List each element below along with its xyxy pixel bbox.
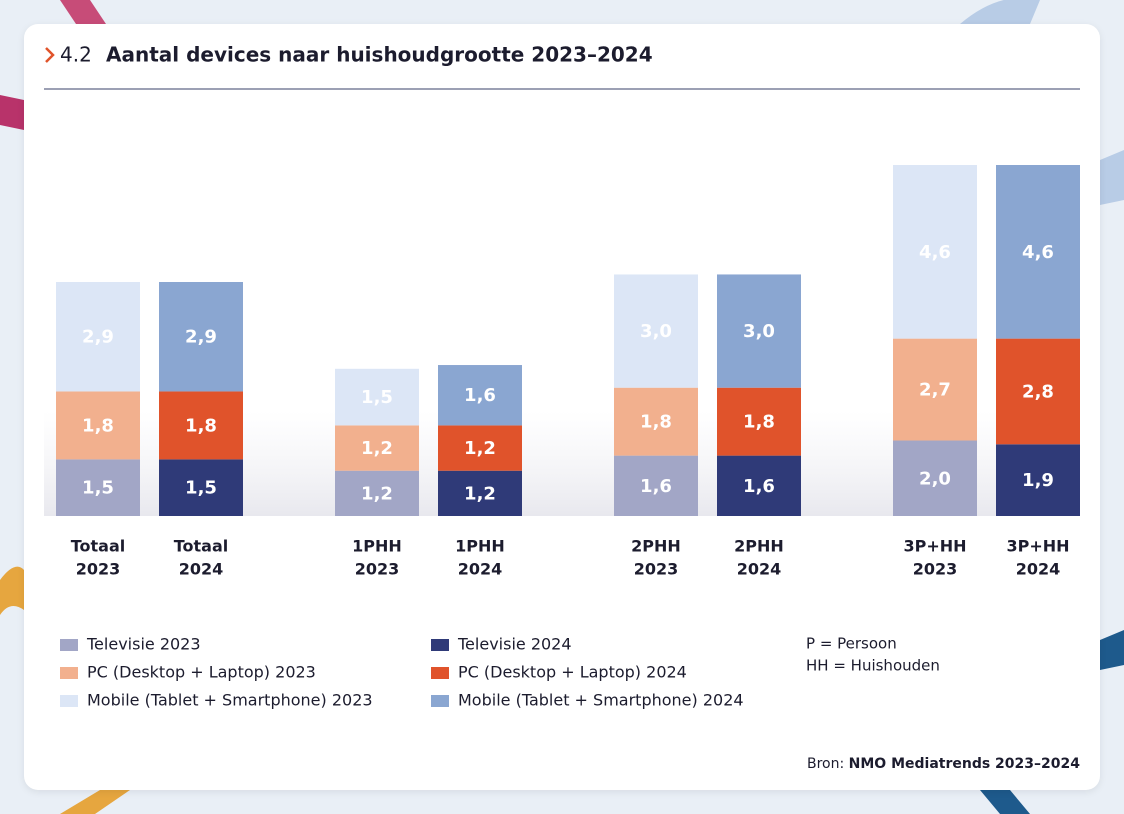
x-tick-label: Totaal [174,537,229,556]
bar-segment [438,470,522,516]
note: HH = Huishouden [806,657,940,675]
x-tick-label: 2024 [1016,560,1061,579]
x-tick-label: 2024 [458,560,503,579]
source: Bron: NMO Mediatrends 2023–2024 [807,756,1080,772]
x-tick-label: 3P+HH [903,537,966,556]
bar-segment [893,165,977,339]
x-tick-label: 1PHH [455,537,505,556]
note: P = Persoon [806,635,897,653]
bar-segment [438,425,522,471]
x-tick-label: 2PHH [631,537,681,556]
section-number: 4.2 [60,43,92,67]
x-tick-label: 2023 [355,560,400,579]
x-tick-label: Totaal [71,537,126,556]
bar-segment [56,459,140,516]
legend-label: PC (Desktop + Laptop) 2023 [87,663,316,682]
value-label: 2,0 [919,468,951,489]
bar-segment [614,274,698,388]
value-label: 1,5 [82,478,114,499]
bar-segment [159,391,243,460]
source-label: Bron: [807,756,844,772]
value-label: 1,8 [185,415,217,436]
value-label: 1,8 [640,412,672,433]
legend-swatch [60,639,78,651]
bar-segment [56,391,140,460]
value-label: 3,0 [743,321,775,342]
value-label: 1,6 [464,385,496,406]
value-label: 1,5 [185,478,217,499]
value-label: 2,7 [919,380,951,401]
value-label: 3,0 [640,321,672,342]
x-tick-label: 2023 [76,560,121,579]
source-text: NMO Mediatrends 2023–2024 [849,756,1081,772]
value-label: 1,8 [82,415,114,436]
bar-segment [335,425,419,471]
bar-segment [717,455,801,516]
bar-segment [159,459,243,516]
chevron [45,47,55,63]
value-label: 1,5 [361,387,393,408]
x-tick-label: 2023 [634,560,679,579]
legend-swatch [60,695,78,707]
bar-segment [996,444,1080,516]
chart-title: Aantal devices naar huishoudgrootte 2023… [106,43,653,67]
bar-segment [717,274,801,388]
value-label: 1,6 [640,476,672,497]
value-label: 1,6 [743,476,775,497]
bar-segment [159,282,243,392]
bar-segment [335,368,419,426]
bar-segment [56,282,140,392]
legend-label: PC (Desktop + Laptop) 2024 [458,663,687,682]
value-label: 1,2 [361,438,393,459]
bar-segment [335,470,419,516]
x-tick-label: 2PHH [734,537,784,556]
x-tick-label: 1PHH [352,537,402,556]
value-label: 1,2 [464,483,496,504]
bar-segment [996,338,1080,445]
bar-segment [996,165,1080,339]
value-label: 1,9 [1022,470,1054,491]
value-label: 1,2 [361,483,393,504]
value-label: 1,8 [743,412,775,433]
value-label: 1,2 [464,438,496,459]
x-tick-label: 2024 [737,560,782,579]
legend-swatch [431,695,449,707]
legend-label: Mobile (Tablet + Smartphone) 2024 [458,691,744,710]
value-label: 2,8 [1022,381,1054,402]
x-tick-label: 2023 [913,560,958,579]
legend-swatch [431,667,449,679]
value-label: 2,9 [82,327,114,348]
x-tick-label: 3P+HH [1006,537,1069,556]
value-label: 4,6 [919,242,951,263]
legend-label: Mobile (Tablet + Smartphone) 2023 [87,691,373,710]
legend-label: Televisie 2024 [457,635,572,654]
bar-segment [614,387,698,456]
bar-segment [893,338,977,441]
bar-segment [614,455,698,516]
x-tick-label: 2024 [179,560,224,579]
bar-segment [438,365,522,426]
legend-label: Televisie 2023 [86,635,201,654]
legend-swatch [60,667,78,679]
bar-segment [717,387,801,456]
value-label: 2,9 [185,327,217,348]
bar-segment [893,440,977,516]
legend-swatch [431,639,449,651]
value-label: 4,6 [1022,242,1054,263]
